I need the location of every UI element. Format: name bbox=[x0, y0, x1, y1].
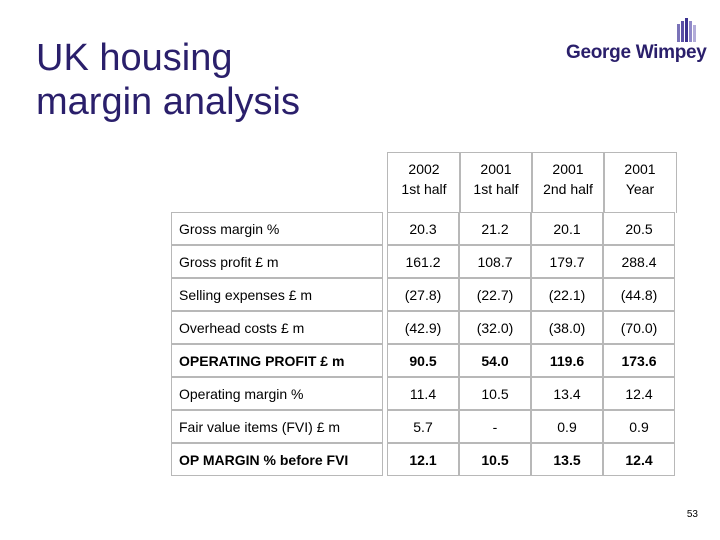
row-label: OPERATING PROFIT £ m bbox=[171, 344, 383, 377]
table-cell: 173.6 bbox=[603, 344, 675, 377]
table-cell: 13.5 bbox=[531, 443, 603, 476]
table-cell: 13.4 bbox=[531, 377, 603, 410]
column-header-text: 2002 1st half bbox=[388, 159, 460, 199]
column-header: 2001 2nd half bbox=[531, 152, 605, 213]
table-cell: (38.0) bbox=[531, 311, 603, 344]
column-header-year: 2002 bbox=[408, 161, 440, 177]
row-label: Overhead costs £ m bbox=[171, 311, 383, 344]
table-cell: (44.8) bbox=[603, 278, 675, 311]
slide-title-line1: UK housing bbox=[36, 37, 233, 79]
logo-wordmark: George Wimpey bbox=[566, 42, 707, 63]
column-header: 2002 1st half bbox=[387, 152, 461, 213]
column-header-year: 2001 bbox=[480, 161, 512, 177]
table-cell: 0.9 bbox=[531, 410, 603, 443]
table-cell: (42.9) bbox=[387, 311, 459, 344]
column-header-year: 2001 bbox=[552, 161, 584, 177]
table-cell: (22.7) bbox=[459, 278, 531, 311]
table-cell: 108.7 bbox=[459, 245, 531, 278]
row-label: Fair value items (FVI) £ m bbox=[171, 410, 383, 443]
column-header-text: 2001 2nd half bbox=[532, 159, 604, 199]
table-cell: 54.0 bbox=[459, 344, 531, 377]
table-cell: 10.5 bbox=[459, 443, 531, 476]
column-header-period: 2nd half bbox=[543, 181, 593, 197]
column-header-text: 2001 Year bbox=[604, 159, 676, 199]
table-cell: 288.4 bbox=[603, 245, 675, 278]
table-cell: (22.1) bbox=[531, 278, 603, 311]
column-header-period: 1st half bbox=[401, 181, 447, 197]
table-cell: 21.2 bbox=[459, 212, 531, 245]
george-wimpey-logo: George Wimpey bbox=[566, 18, 707, 70]
table-cell: 12.4 bbox=[603, 377, 675, 410]
table-cell: 11.4 bbox=[387, 377, 459, 410]
table-cell: 12.4 bbox=[603, 443, 675, 476]
slide-title-line2: margin analysis bbox=[36, 81, 300, 123]
table-cell: 90.5 bbox=[387, 344, 459, 377]
row-label: Selling expenses £ m bbox=[171, 278, 383, 311]
column-header: 2001 1st half bbox=[459, 152, 533, 213]
slide-title: UK housing margin analysis bbox=[36, 36, 300, 124]
column-header-period: Year bbox=[625, 181, 655, 197]
table-cell: (70.0) bbox=[603, 311, 675, 344]
column-header-text: 2001 1st half bbox=[460, 159, 532, 199]
table-cell: 20.5 bbox=[603, 212, 675, 245]
table-cell: 12.1 bbox=[387, 443, 459, 476]
table-cell: 179.7 bbox=[531, 245, 603, 278]
column-header: 2001 Year bbox=[603, 152, 677, 213]
table-cell: 20.3 bbox=[387, 212, 459, 245]
table-cell: 10.5 bbox=[459, 377, 531, 410]
table-cell: 119.6 bbox=[531, 344, 603, 377]
table-cell: (32.0) bbox=[459, 311, 531, 344]
table-cell: - bbox=[459, 410, 531, 443]
page-number: 53 bbox=[686, 509, 698, 520]
column-header-period: 1st half bbox=[473, 181, 519, 197]
row-label: Gross margin % bbox=[171, 212, 383, 245]
table-cell: 161.2 bbox=[387, 245, 459, 278]
row-label: Gross profit £ m bbox=[171, 245, 383, 278]
table-cell: 0.9 bbox=[603, 410, 675, 443]
table-cell: (27.8) bbox=[387, 278, 459, 311]
column-header-year: 2001 bbox=[624, 161, 656, 177]
row-label: Operating margin % bbox=[171, 377, 383, 410]
row-label: OP MARGIN % before FVI bbox=[171, 443, 383, 476]
table-cell: 20.1 bbox=[531, 212, 603, 245]
table-cell: 5.7 bbox=[387, 410, 459, 443]
logo-bars-icon bbox=[677, 18, 696, 42]
